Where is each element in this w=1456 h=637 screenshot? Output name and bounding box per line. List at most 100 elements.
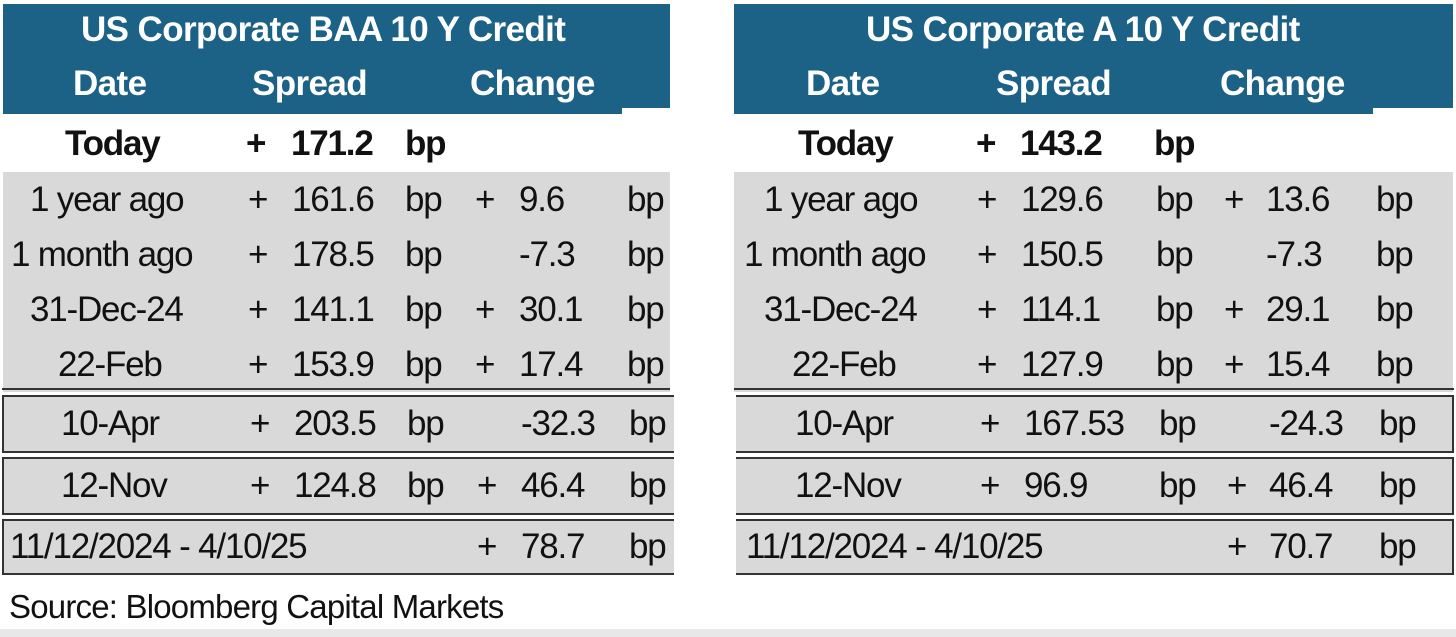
row-value: 129.6 xyxy=(1021,180,1104,219)
row-value: 127.9 xyxy=(1021,345,1104,384)
row-change-sign: + xyxy=(477,527,497,566)
row-change-unit: bp xyxy=(627,180,665,219)
row-sign: + xyxy=(246,124,266,163)
row-date-range: 11/12/2024 - 4/10/25 + 78.7 bp 11/12/202… xyxy=(2,519,1454,575)
row-change-unit: bp xyxy=(629,404,667,443)
a-row-dec24: 31-Dec-24 + 114.1 bp + 29.1 bp xyxy=(734,282,1453,338)
row-change: 46.4 xyxy=(1269,466,1334,505)
row-unit: bp xyxy=(405,345,443,384)
baa-row-dec24: 31-Dec-24 + 141.1 bp + 30.1 bp xyxy=(3,282,670,338)
row-value: 96.9 xyxy=(1024,466,1089,505)
row-sign: + xyxy=(977,290,997,329)
a-col-change: Change xyxy=(1220,64,1345,103)
a-row-1m: 1 month ago + 150.5 bp -7.3 bp xyxy=(734,227,1453,283)
row-change: -32.3 xyxy=(521,404,596,443)
row-change-sign: + xyxy=(477,466,497,505)
row-label: 11/12/2024 - 4/10/25 xyxy=(746,527,1044,566)
row-change: -7.3 xyxy=(1266,235,1323,274)
row-sign: + xyxy=(248,345,268,384)
baa-col-date: Date xyxy=(73,64,147,103)
row-change-sign: + xyxy=(1227,466,1247,505)
row-label: 12-Nov xyxy=(795,466,902,505)
row-label: Today xyxy=(65,124,161,163)
row-change-unit: bp xyxy=(629,466,667,505)
row-change-unit: bp xyxy=(1379,466,1417,505)
row-label: 22-Feb xyxy=(58,345,163,384)
row-value: 143.2 xyxy=(1020,124,1103,163)
row-label: 31-Dec-24 xyxy=(764,290,918,329)
row-sign: + xyxy=(248,180,268,219)
row-value: 178.5 xyxy=(292,235,375,274)
row-value: 203.5 xyxy=(294,404,377,443)
row-10-apr: 10-Apr + 203.5 bp -32.3 bp 10-Apr + 167.… xyxy=(2,395,1454,453)
row-change: 46.4 xyxy=(521,466,586,505)
row-sign: + xyxy=(977,345,997,384)
row-unit: bp xyxy=(407,404,445,443)
row-label: 1 year ago xyxy=(764,180,919,219)
row-value: 161.6 xyxy=(292,180,375,219)
row-change-sign: + xyxy=(475,290,495,329)
baa-table-title: US Corporate BAA 10 Y Credit xyxy=(81,10,566,49)
row-sign: + xyxy=(977,235,997,274)
row-value: 150.5 xyxy=(1021,235,1104,274)
row-change-unit: bp xyxy=(627,290,665,329)
divider xyxy=(2,388,670,390)
row-change-unit: bp xyxy=(1376,290,1414,329)
row-change: 30.1 xyxy=(519,290,584,329)
baa-history-block: 1 year ago + 161.6 bp + 9.6 bp 1 month a… xyxy=(3,172,670,392)
baa-row-range: 11/12/2024 - 4/10/25 + 78.7 bp xyxy=(4,521,1452,573)
row-change: 78.7 xyxy=(521,527,586,566)
a-col-spread: Spread xyxy=(996,64,1112,103)
row-change-sign: + xyxy=(475,180,495,219)
row-change-sign: + xyxy=(1224,345,1244,384)
row-sign: + xyxy=(250,404,270,443)
a-table-title: US Corporate A 10 Y Credit xyxy=(866,10,1300,49)
header-notch xyxy=(622,108,670,114)
baa-table-header: US Corporate BAA 10 Y Credit Date Spread… xyxy=(3,4,670,114)
row-unit: bp xyxy=(407,466,445,505)
row-unit: bp xyxy=(405,124,447,163)
a-table-header: US Corporate A 10 Y Credit Date Spread C… xyxy=(734,4,1453,114)
a-col-date: Date xyxy=(806,64,880,103)
row-unit: bp xyxy=(1154,124,1196,163)
row-unit: bp xyxy=(405,180,443,219)
row-change: 15.4 xyxy=(1266,345,1331,384)
bottom-strip xyxy=(0,629,1456,637)
row-sign: + xyxy=(250,466,270,505)
baa-col-spread: Spread xyxy=(252,64,368,103)
row-value: 114.1 xyxy=(1021,290,1101,329)
row-unit: bp xyxy=(1159,404,1197,443)
row-change: 17.4 xyxy=(519,345,584,384)
row-change-unit: bp xyxy=(1379,404,1417,443)
row-change-unit: bp xyxy=(627,345,665,384)
row-value: 171.2 xyxy=(291,124,374,163)
row-unit: bp xyxy=(1156,290,1194,329)
header-notch xyxy=(1373,108,1453,114)
row-change: -7.3 xyxy=(519,235,576,274)
row-change-unit: bp xyxy=(1376,345,1414,384)
row-change-unit: bp xyxy=(1379,527,1417,566)
a-row-today: Today + 143.2 bp xyxy=(734,116,1453,172)
row-change-sign: + xyxy=(475,345,495,384)
baa-col-change: Change xyxy=(470,64,595,103)
row-change-sign: + xyxy=(1224,180,1244,219)
row-value: 141.1 xyxy=(292,290,375,329)
a-row-1y: 1 year ago + 129.6 bp + 13.6 bp xyxy=(734,172,1453,228)
row-sign: + xyxy=(248,235,268,274)
row-value: 153.9 xyxy=(292,345,375,384)
row-label: 1 month ago xyxy=(11,235,194,274)
row-label: 10-Apr xyxy=(61,404,160,443)
row-change-sign: + xyxy=(1224,290,1244,329)
row-label: 12-Nov xyxy=(61,466,168,505)
row-unit: bp xyxy=(405,290,443,329)
row-value: 167.53 xyxy=(1024,404,1125,443)
row-label: 1 year ago xyxy=(30,180,185,219)
row-change-unit: bp xyxy=(1376,235,1414,274)
row-change: 70.7 xyxy=(1269,527,1334,566)
baa-row-today: Today + 171.2 bp xyxy=(3,116,670,172)
row-label: 1 month ago xyxy=(744,235,927,274)
row-sign: + xyxy=(248,290,268,329)
baa-credit-table: US Corporate BAA 10 Y Credit Date Spread… xyxy=(3,4,670,392)
row-label: 11/12/2024 - 4/10/25 xyxy=(10,527,308,566)
row-change: 9.6 xyxy=(519,180,565,219)
